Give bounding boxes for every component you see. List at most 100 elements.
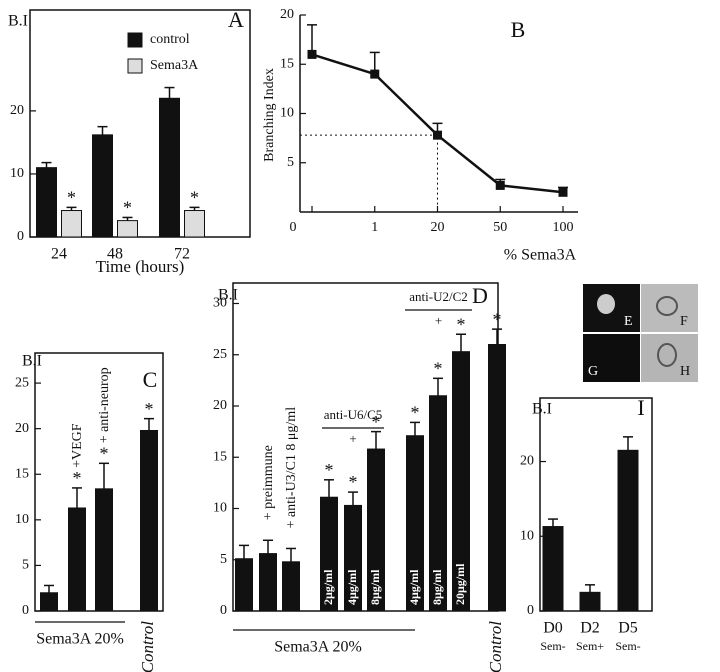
bar-annotation: +VEGF <box>70 423 85 468</box>
legend-label: Sema3A <box>150 58 199 73</box>
bar-label: 4μg/ml <box>407 569 421 605</box>
y-tick-label: 10 <box>10 166 24 181</box>
significance-marker: * <box>493 309 502 329</box>
point <box>307 49 317 59</box>
x-axis-label: Time (hours) <box>96 257 185 276</box>
significance-marker: * <box>434 358 443 378</box>
bar <box>617 449 639 612</box>
y-tick-label: 15 <box>280 56 294 71</box>
group-label: Sema3A 20% <box>36 631 124 648</box>
bar <box>235 558 253 612</box>
bar <box>140 429 158 612</box>
x-origin-label: 0 <box>290 220 297 235</box>
bar <box>259 553 277 612</box>
micrograph <box>641 284 698 332</box>
y-tick-label: 5 <box>22 558 29 573</box>
x-tick-label: Control <box>138 621 157 672</box>
image-label: F <box>680 314 688 329</box>
bar <box>488 344 506 612</box>
y-tick-label: 20 <box>520 454 534 469</box>
bar-label: 2μg/ml <box>321 569 335 605</box>
significance-marker: * <box>73 468 82 488</box>
bar-annotation: + anti-neurop <box>97 367 112 443</box>
y-tick-label: 30 <box>213 296 227 311</box>
y-axis-label: B.I <box>532 401 552 418</box>
legend-swatch <box>127 32 143 48</box>
image-label: E <box>624 314 633 329</box>
bar <box>579 591 601 612</box>
x-tick-sublabel: Sem- <box>615 639 640 653</box>
point <box>370 69 380 79</box>
x-tick-label: D5 <box>618 620 638 637</box>
legend-swatch <box>127 58 143 74</box>
image-label: H <box>680 364 690 379</box>
guide-line <box>300 134 438 212</box>
x-tick-label: 1 <box>371 220 378 235</box>
panel-label: B <box>511 17 526 42</box>
bar-label: 8μg/ml <box>430 569 444 605</box>
y-tick-label: 10 <box>520 528 534 543</box>
point <box>558 187 568 197</box>
y-tick-label: 25 <box>213 347 227 362</box>
x-tick-sublabel: Sem+ <box>576 639 604 653</box>
x-tick-label: 48 <box>107 246 123 263</box>
bar <box>159 97 180 238</box>
y-tick-label: 5 <box>287 155 294 170</box>
micrograph <box>583 334 640 382</box>
significance-marker: * <box>67 187 76 207</box>
bar <box>542 526 564 612</box>
significance-marker: * <box>349 472 358 492</box>
bar <box>92 134 113 238</box>
x-tick-sublabel: Sem- <box>540 639 565 653</box>
x-axis-label: % Sema3A <box>504 247 577 264</box>
bar-label: 8μg/ml <box>368 569 382 605</box>
cell <box>657 343 677 367</box>
bracket-label: anti-U2/C2 <box>409 289 468 304</box>
x-tick-label: D0 <box>543 620 563 637</box>
panel-label: I <box>637 395 644 420</box>
y-tick-label: 15 <box>213 449 227 464</box>
y-tick-label: 20 <box>15 421 29 436</box>
y-tick-label: 10 <box>213 501 227 516</box>
bar <box>95 488 113 612</box>
bar-label: 20μg/ml <box>453 563 467 605</box>
y-tick-label: 20 <box>213 398 227 413</box>
x-tick-label: 72 <box>174 246 190 263</box>
bar-annotation: + preimmune <box>261 445 276 520</box>
x-tick-label: 20 <box>431 220 445 235</box>
bracket-label: anti-U6/C5 <box>324 407 383 422</box>
y-axis-label: B.I <box>8 13 28 30</box>
y-tick-label: 0 <box>17 229 24 244</box>
bracket-sublabel: + <box>435 313 442 328</box>
y-tick-label: 10 <box>15 512 29 527</box>
y-axis-label: B.I <box>22 353 42 370</box>
panel-label: D <box>472 283 488 308</box>
y-tick-label: 15 <box>15 466 29 481</box>
y-tick-label: 25 <box>15 375 29 390</box>
bar <box>36 167 57 238</box>
y-tick-label: 10 <box>280 106 294 121</box>
y-tick-label: 20 <box>10 103 24 118</box>
y-axis-label: B.I <box>218 287 238 304</box>
bar <box>40 592 58 612</box>
panel-label: C <box>143 367 158 392</box>
group-label: Sema3A 20% <box>274 639 362 656</box>
significance-marker: * <box>411 403 420 423</box>
cell <box>597 294 615 314</box>
image-label: G <box>588 364 598 379</box>
y-tick-label: 5 <box>220 552 227 567</box>
bar <box>68 507 86 612</box>
significance-marker: * <box>190 187 199 207</box>
x-tick-label: 100 <box>553 220 574 235</box>
y-tick-label: 0 <box>527 603 534 618</box>
y-tick-label: 20 <box>280 7 294 22</box>
bar <box>282 561 300 612</box>
significance-marker: * <box>100 443 109 463</box>
x-tick-label: 24 <box>51 246 67 263</box>
bar <box>61 210 82 238</box>
x-tick-label: Control <box>486 621 505 672</box>
significance-marker: * <box>325 460 334 480</box>
bar-label: 4μg/ml <box>345 569 359 605</box>
plot-frame <box>29 9 251 238</box>
